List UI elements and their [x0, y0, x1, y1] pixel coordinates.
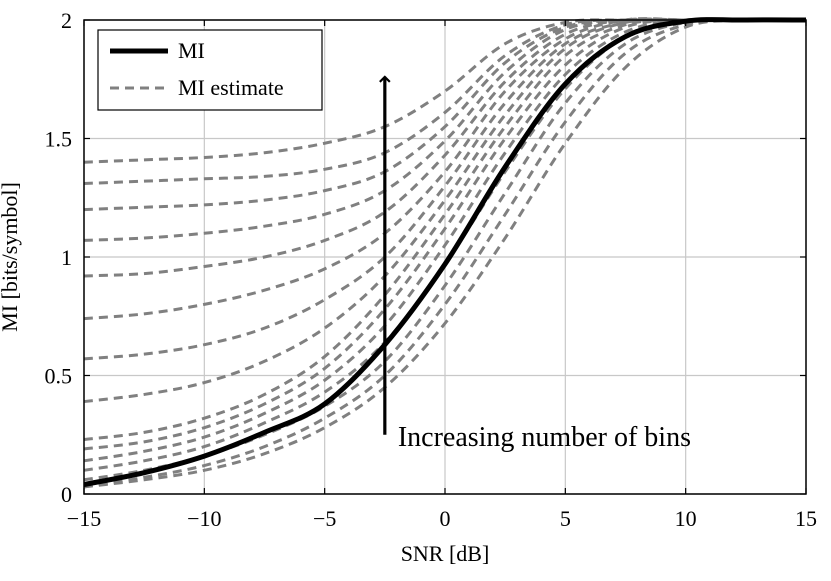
x-tick-label: 0 — [440, 506, 451, 531]
x-tick-label: −15 — [67, 506, 101, 531]
x-tick-label: −10 — [187, 506, 221, 531]
y-tick-label: 1.5 — [45, 127, 73, 152]
y-axis-label: MI [bits/symbol] — [0, 182, 22, 332]
y-tick-label: 1 — [61, 245, 72, 270]
x-axis-label: SNR [dB] — [401, 541, 490, 566]
y-tick-label: 0.5 — [45, 364, 73, 389]
legend-label-mi-estimate: MI estimate — [178, 75, 284, 100]
legend: MI MI estimate — [98, 30, 322, 110]
x-tick-label: 15 — [795, 506, 817, 531]
x-tick-label: 5 — [560, 506, 571, 531]
x-tick-label: 10 — [675, 506, 697, 531]
y-tick-label: 2 — [61, 8, 72, 33]
x-tick-label: −5 — [313, 506, 336, 531]
annotation: Increasing number of bins — [385, 77, 691, 453]
legend-label-mi: MI — [178, 38, 205, 63]
annotation-text: Increasing number of bins — [398, 422, 691, 453]
y-tick-label: 0 — [61, 482, 72, 507]
